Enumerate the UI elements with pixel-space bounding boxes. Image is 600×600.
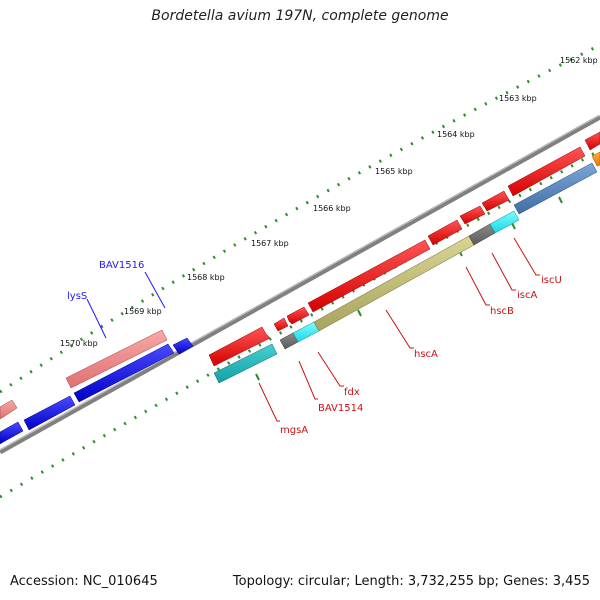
leader-line-iscA xyxy=(491,252,516,291)
gene-cyan-iscA xyxy=(489,210,520,234)
gene-label-hscB: hscB xyxy=(490,306,514,317)
inner-tick-arc xyxy=(0,148,600,499)
kbp-label: 1569 kbp xyxy=(124,307,162,316)
gene-label-iscU: iscU xyxy=(541,275,562,286)
gene-labels: BAV1516 lysS iscU iscA hscB hscA fdx BAV… xyxy=(67,260,562,436)
leader-line-fdx xyxy=(317,351,344,387)
leader-line-BAV1516 xyxy=(144,271,166,309)
leader-line-hscB xyxy=(465,266,490,306)
inner-major-ticks xyxy=(255,196,563,381)
gene-blue-3 xyxy=(73,343,175,403)
gene-label-lysS: lysS xyxy=(67,291,87,302)
reverse-leader-lines xyxy=(258,237,540,422)
feature-track-inner xyxy=(0,151,600,445)
kbp-label: 1568 kbp xyxy=(187,273,225,282)
gene-pink-left xyxy=(0,399,18,420)
gene-label-BAV1516: BAV1516 xyxy=(99,260,144,271)
leader-line-lysS xyxy=(86,298,107,339)
gene-blue-left xyxy=(0,421,24,445)
figure-title: Bordetella avium 197N, complete genome xyxy=(151,8,449,24)
gene-red-long xyxy=(307,239,431,313)
leader-line-iscU xyxy=(513,237,540,276)
genome-backbone-highlight xyxy=(0,114,600,451)
accession-text: Accession: NC_010645 xyxy=(10,574,158,589)
gene-label-iscA: iscA xyxy=(517,290,537,301)
gene-red-3 xyxy=(427,219,463,246)
kbp-label: 1566 kbp xyxy=(313,204,351,213)
forward-leader-lines xyxy=(86,271,166,339)
gene-blue-2 xyxy=(23,395,76,431)
gene-olive-hscA xyxy=(313,235,475,332)
gene-label-hscA: hscA xyxy=(414,349,438,360)
major-tick xyxy=(255,373,260,381)
genome-backbone xyxy=(0,114,600,455)
gene-gray-hscB xyxy=(468,223,496,246)
kbp-label: 1563 kbp xyxy=(499,94,537,103)
gene-red-7 xyxy=(584,131,600,151)
leader-line-mgsA xyxy=(258,382,280,422)
gene-label-mgsA: mgsA xyxy=(280,425,308,436)
genome-summary-text: Topology: circular; Length: 3,732,255 bp… xyxy=(232,574,590,589)
major-tick xyxy=(357,309,362,317)
leader-line-BAV1514 xyxy=(298,360,318,400)
gene-red-mgsA-upper xyxy=(208,326,271,367)
gene-red-5 xyxy=(481,190,510,212)
gene-label-BAV1514: BAV1514 xyxy=(318,403,363,414)
gene-pink-lysS-region xyxy=(65,329,168,389)
kbp-label: 1562 kbp xyxy=(560,56,598,65)
gene-red-small-2 xyxy=(286,306,310,325)
gene-steel-iscU xyxy=(513,162,598,215)
gene-red-small-1 xyxy=(273,317,289,332)
gene-orange-edge xyxy=(591,151,600,167)
gene-red-6 xyxy=(507,146,586,197)
kbp-tick-labels: 1562 kbp 1563 kbp 1564 kbp 1565 kbp 1566… xyxy=(60,56,598,348)
kbp-label: 1570 kbp xyxy=(60,339,98,348)
gene-teal-mgsA xyxy=(213,343,278,384)
major-tick xyxy=(511,222,516,230)
gene-blue-4 xyxy=(172,337,194,355)
kbp-label: 1565 kbp xyxy=(375,167,413,176)
major-tick xyxy=(558,196,563,204)
leader-line-hscA xyxy=(385,309,414,349)
kbp-label: 1564 kbp xyxy=(437,130,475,139)
feature-track-outer-forward xyxy=(0,131,600,420)
kbp-label: 1567 kbp xyxy=(251,239,289,248)
gene-red-4 xyxy=(459,205,486,225)
gene-cyan-fdx xyxy=(292,321,320,343)
gene-label-fdx: fdx xyxy=(344,387,360,398)
